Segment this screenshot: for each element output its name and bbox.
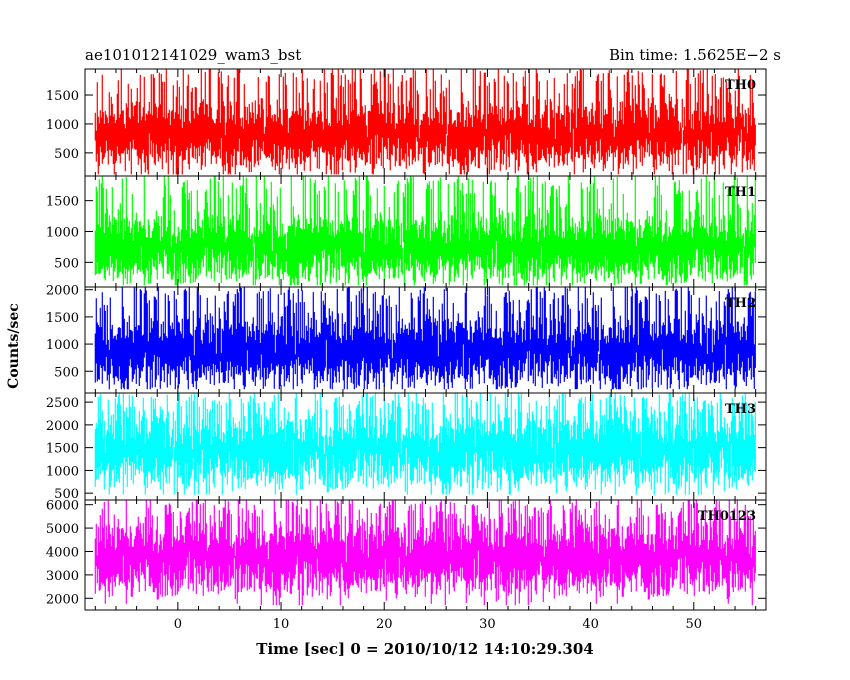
y-tick-label: 1500: [46, 89, 79, 104]
y-tick-label: 1500: [46, 442, 79, 457]
y-tick-label: 2000: [46, 592, 79, 607]
panel-label: TH0123: [698, 509, 756, 524]
y-tick-label: 1500: [46, 311, 79, 326]
panel-th0123: 2000 3000 4000 5000 6000 TH0123: [46, 499, 767, 611]
panel-label: TH2: [725, 296, 756, 311]
panel-label: TH0: [725, 78, 756, 93]
x-tick-label: 10: [273, 617, 290, 632]
y-tick-label: 4000: [46, 545, 79, 560]
panel-th0: 500 1000 1500 TH0: [46, 68, 767, 177]
y-tick-label: 1000: [46, 226, 79, 241]
panel-th1: 500 1000 1500 TH1: [46, 175, 767, 288]
y-tick-label: 2000: [46, 284, 79, 299]
panel-th3: 500 1000 1500 2000 2500 TH3: [46, 392, 767, 502]
panels-group: 500 1000 1500 TH0 500 1000 1500 TH1 500 1000 1500 2…: [46, 68, 767, 611]
bin-time-label: Bin time: 1.5625E−2 s: [609, 46, 781, 64]
x-tick-label: 20: [376, 617, 393, 632]
y-tick-label: 500: [54, 147, 79, 162]
series-th1-trace: [94, 176, 756, 286]
y-tick-label: 500: [54, 365, 79, 380]
series-th3-trace: [94, 393, 756, 495]
y-tick-label: 1000: [46, 118, 79, 133]
panel-label: TH3: [725, 402, 756, 417]
y-tick-label: 500: [54, 487, 79, 502]
x-tick-labels: 0 10 20 30 40 50: [174, 617, 702, 632]
y-tick-label: 2500: [46, 396, 79, 411]
x-tick-label: 40: [582, 617, 599, 632]
y-tick-label: 1000: [46, 464, 79, 479]
y-tick-label: 6000: [46, 499, 79, 514]
y-tick-label: 5000: [46, 522, 79, 537]
series-th0-trace: [94, 69, 756, 175]
panel-th2: 500 1000 1500 2000 TH2: [46, 284, 767, 394]
y-tick-label: 1000: [46, 338, 79, 353]
y-tick-label: 2000: [46, 419, 79, 434]
series-th0123-trace: [94, 500, 756, 606]
x-axis-label: Time [sec] 0 = 2010/10/12 14:10:29.304: [256, 640, 593, 658]
x-tick-label: 50: [685, 617, 702, 632]
chart-title: ae101012141029_wam3_bst: [85, 46, 301, 64]
x-tick-label: 0: [174, 617, 182, 632]
y-tick-label: 500: [54, 256, 79, 271]
y-tick-label: 3000: [46, 569, 79, 584]
x-tick-label: 30: [479, 617, 496, 632]
series-th2-trace: [94, 287, 756, 390]
y-tick-label: 1500: [46, 195, 79, 210]
y-axis-label: Counts/sec: [6, 303, 22, 389]
panel-label: TH1: [725, 185, 756, 200]
